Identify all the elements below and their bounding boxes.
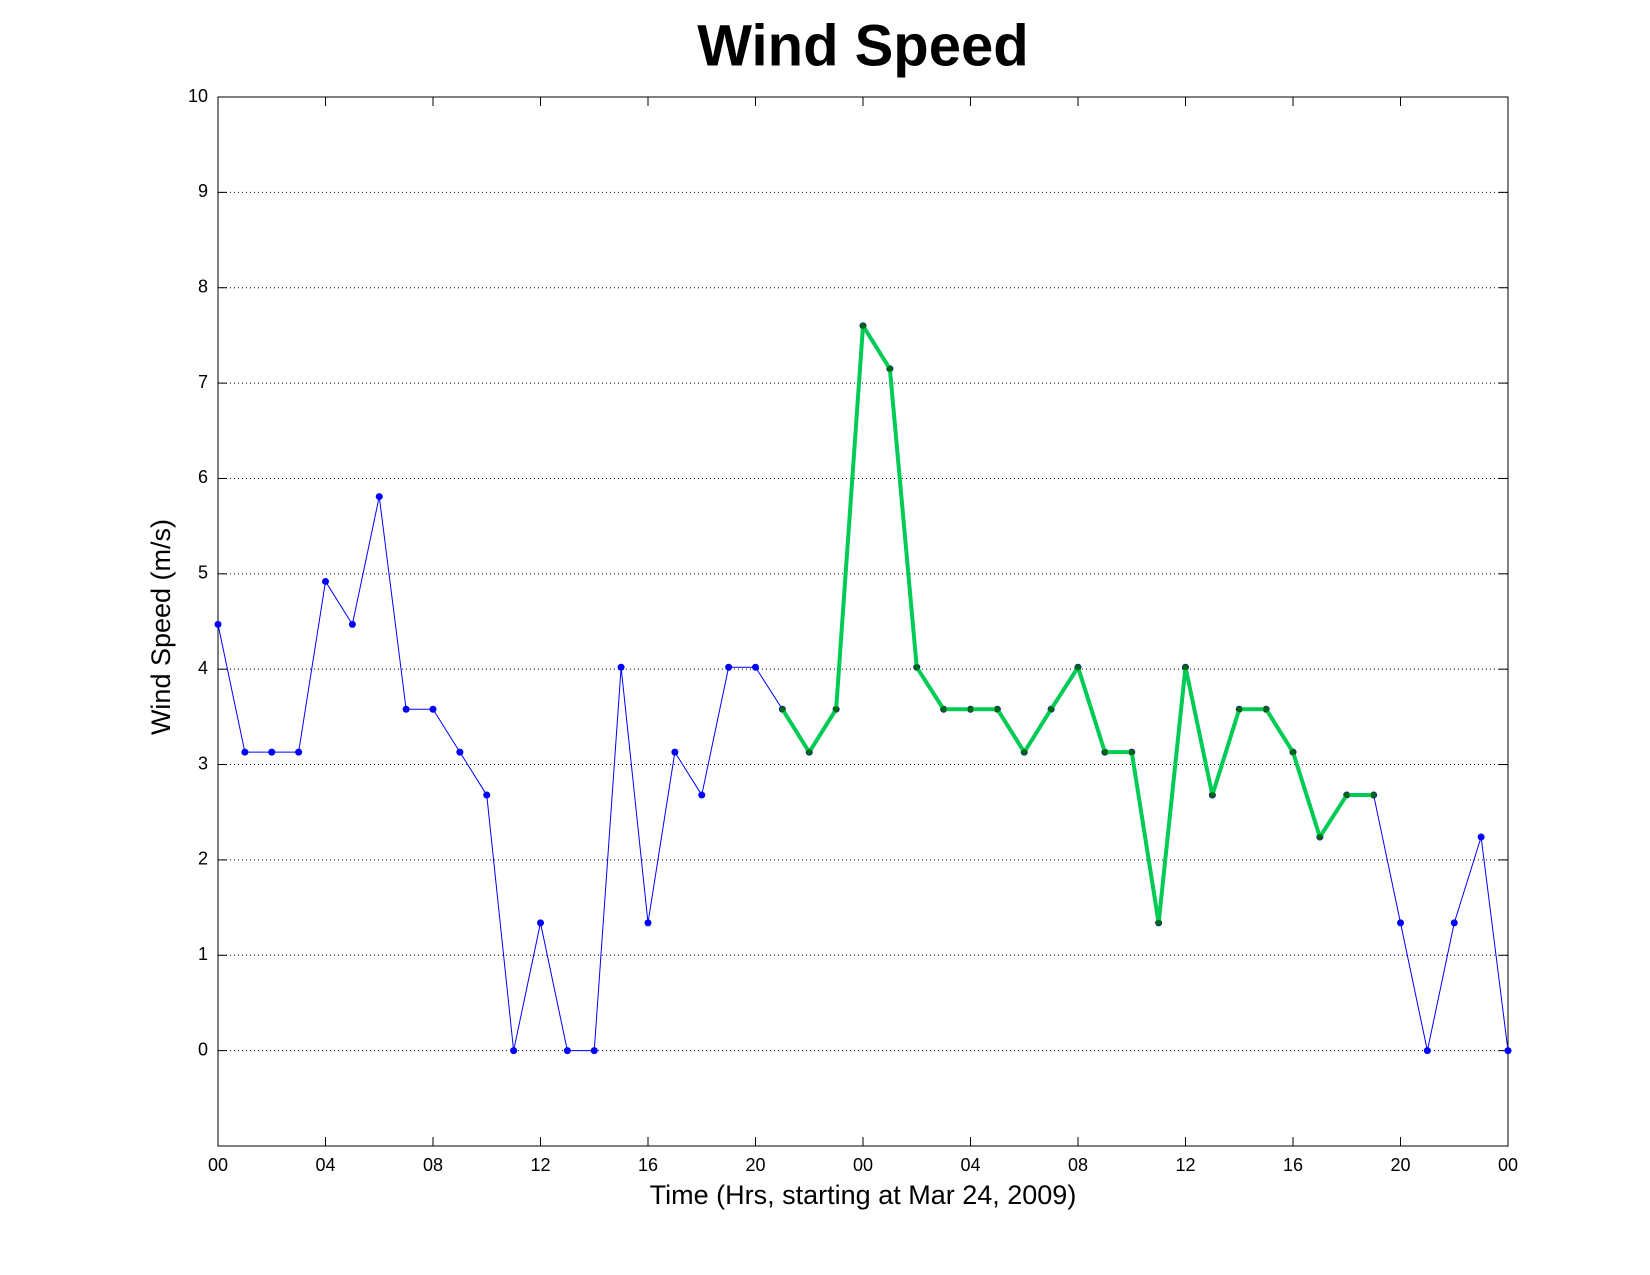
data-point <box>268 748 276 756</box>
y-tick-label: 2 <box>198 849 208 869</box>
y-tick-label: 10 <box>188 86 208 106</box>
data-point <box>671 748 679 756</box>
data-point <box>994 706 1001 713</box>
data-point <box>1263 706 1270 713</box>
data-point <box>348 620 356 628</box>
chart-title: Wind Speed <box>697 13 1028 78</box>
data-point <box>537 919 544 927</box>
data-point <box>322 577 329 585</box>
x-tick-label: 00 <box>1498 1155 1518 1175</box>
data-point <box>1290 749 1296 756</box>
data-point <box>1477 833 1485 841</box>
data-point <box>563 1047 571 1055</box>
x-tick-label: 20 <box>745 1155 765 1175</box>
data-point <box>752 663 759 671</box>
data-point <box>698 791 706 799</box>
x-tick-label: 00 <box>208 1155 228 1175</box>
data-point <box>510 1047 518 1055</box>
data-point <box>913 664 920 671</box>
data-point <box>779 706 786 713</box>
y-tick-label: 0 <box>198 1039 208 1059</box>
x-tick-label: 04 <box>315 1155 335 1175</box>
x-tick-label: 12 <box>530 1155 550 1175</box>
y-tick-label: 1 <box>198 944 208 964</box>
data-point <box>1048 706 1055 713</box>
y-tick-label: 4 <box>198 658 208 678</box>
data-point <box>1101 749 1108 756</box>
data-point <box>886 365 893 372</box>
data-point <box>806 749 813 756</box>
x-tick-label: 00 <box>853 1155 873 1175</box>
data-point <box>940 706 947 713</box>
data-point <box>833 706 840 713</box>
x-tick-label: 12 <box>1175 1155 1195 1175</box>
data-point <box>1423 1047 1431 1055</box>
y-tick-label: 3 <box>198 753 208 773</box>
data-point <box>1370 792 1377 799</box>
data-point <box>429 705 437 713</box>
data-point <box>725 663 733 671</box>
x-tick-label: 16 <box>638 1155 658 1175</box>
y-tick-label: 5 <box>198 563 208 583</box>
data-point <box>967 706 974 713</box>
data-point <box>402 705 410 713</box>
data-point <box>1504 1047 1512 1055</box>
data-point <box>1155 919 1162 926</box>
data-point <box>1343 792 1350 799</box>
x-tick-label: 16 <box>1283 1155 1303 1175</box>
x-tick-label: 08 <box>1068 1155 1088 1175</box>
plot-area <box>218 97 1508 1146</box>
data-point <box>1450 919 1458 927</box>
data-point <box>644 919 652 927</box>
data-point <box>1128 749 1135 756</box>
data-point <box>1397 919 1404 927</box>
data-point <box>375 493 383 501</box>
y-tick-label: 8 <box>198 276 208 296</box>
data-point <box>860 322 866 329</box>
y-tick-label: 6 <box>198 467 208 487</box>
y-axis-label: Wind Speed (m/s) <box>146 519 176 735</box>
data-point <box>1021 749 1028 756</box>
y-tick-label: 9 <box>198 181 208 201</box>
data-point <box>241 748 249 756</box>
x-tick-label: 20 <box>1390 1155 1410 1175</box>
data-point <box>617 663 625 671</box>
data-point <box>1316 834 1323 841</box>
x-tick-label: 04 <box>960 1155 980 1175</box>
data-point <box>214 620 222 628</box>
data-point <box>1182 664 1189 671</box>
x-axis-label: Time (Hrs, starting at Mar 24, 2009) <box>650 1180 1077 1210</box>
data-point <box>1236 706 1243 713</box>
data-point <box>295 748 303 756</box>
data-point <box>1209 792 1216 799</box>
y-tick-label: 7 <box>198 372 208 392</box>
data-point <box>483 791 491 799</box>
x-tick-label: 08 <box>423 1155 443 1175</box>
data-point <box>590 1047 598 1055</box>
data-point <box>1075 664 1081 671</box>
data-point <box>456 748 464 756</box>
